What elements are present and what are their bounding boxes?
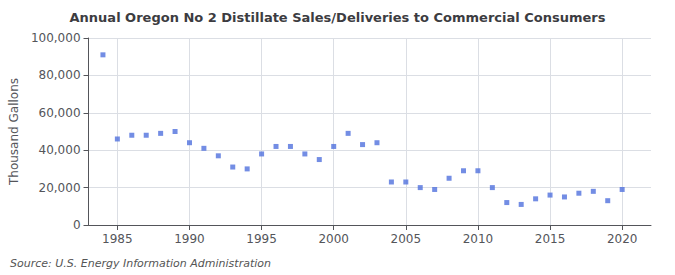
svg-text:60,000: 60,000: [39, 106, 81, 120]
svg-text:80,000: 80,000: [39, 68, 81, 82]
svg-text:2020: 2020: [607, 232, 638, 246]
svg-text:20,000: 20,000: [39, 181, 81, 195]
svg-text:0: 0: [73, 218, 81, 232]
svg-text:40,000: 40,000: [39, 143, 81, 157]
svg-text:2005: 2005: [391, 232, 422, 246]
svg-text:2010: 2010: [463, 232, 494, 246]
svg-text:Thousand Gallons: Thousand Gallons: [7, 78, 21, 186]
svg-text:Annual Oregon No 2 Distillate: Annual Oregon No 2 Distillate Sales/Deli…: [70, 10, 606, 25]
svg-text:100,000: 100,000: [31, 31, 81, 45]
svg-text:1985: 1985: [102, 232, 133, 246]
svg-text:1995: 1995: [246, 232, 277, 246]
svg-text:2015: 2015: [535, 232, 566, 246]
svg-text:2000: 2000: [318, 232, 349, 246]
svg-text:1990: 1990: [174, 232, 205, 246]
svg-text:Source: U.S. Energy Informatio: Source: U.S. Energy Information Administ…: [10, 257, 271, 270]
